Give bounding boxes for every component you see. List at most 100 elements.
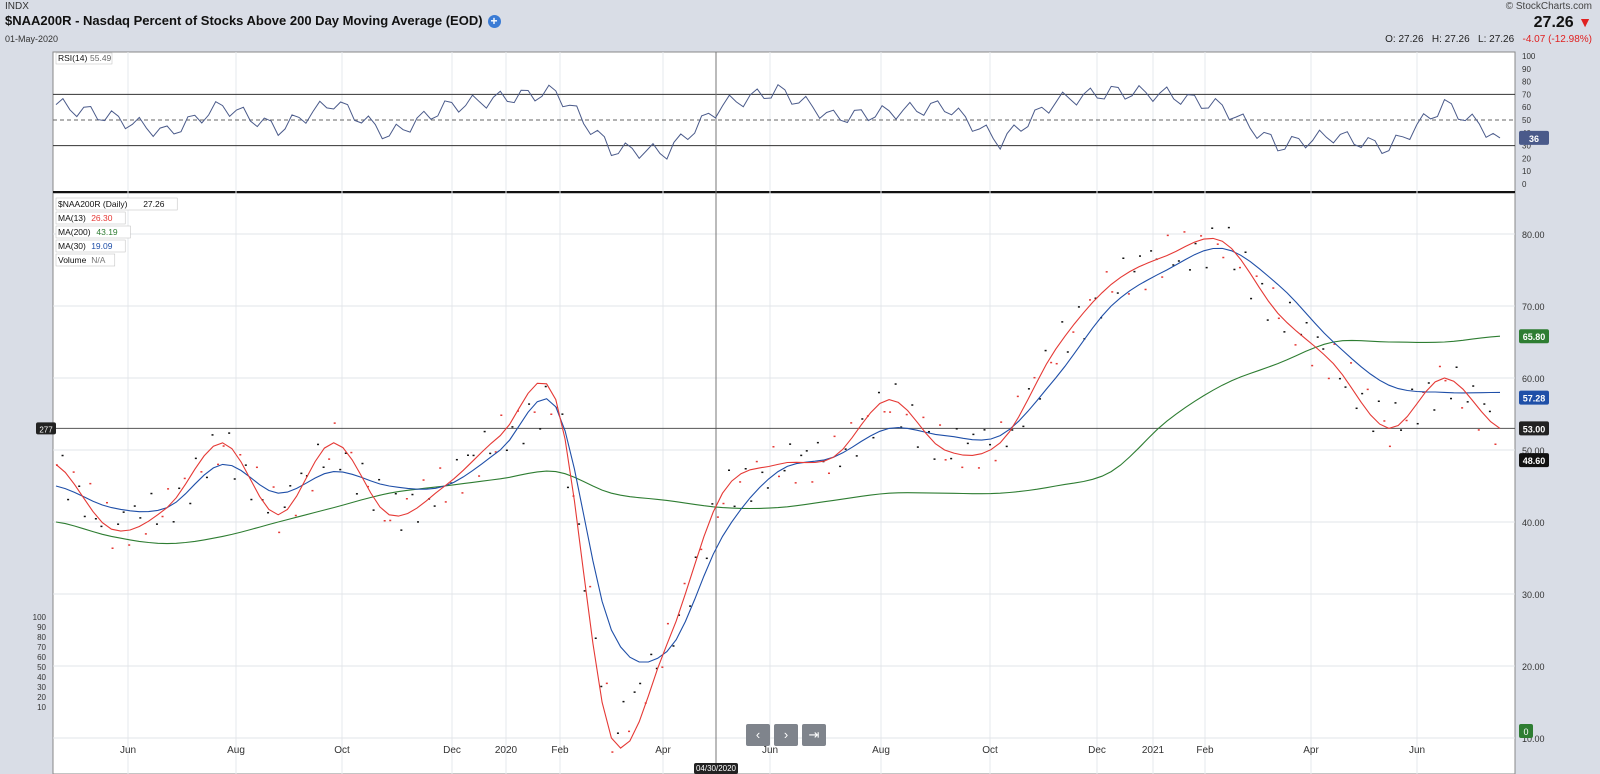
price-point bbox=[678, 614, 681, 616]
price-point bbox=[67, 498, 70, 501]
price-point bbox=[172, 521, 175, 523]
price-point bbox=[272, 486, 275, 488]
price-point bbox=[394, 492, 397, 495]
last-price-value: 27.26 bbox=[1533, 14, 1574, 31]
price-point bbox=[683, 582, 686, 585]
price-point bbox=[1388, 445, 1391, 448]
price-point bbox=[711, 503, 714, 505]
chart-date: 01-May-2020 bbox=[5, 34, 59, 44]
price-point bbox=[294, 514, 297, 517]
price-point bbox=[100, 525, 103, 528]
x-axis-label: Jun bbox=[1409, 745, 1425, 756]
price-point bbox=[877, 391, 880, 394]
price-point bbox=[255, 466, 258, 469]
price-point bbox=[222, 445, 225, 447]
price-point bbox=[611, 751, 614, 753]
price-legend-box bbox=[55, 253, 116, 267]
price-point bbox=[1455, 366, 1458, 368]
price-point bbox=[444, 501, 447, 503]
price-point bbox=[328, 458, 331, 460]
price-point bbox=[583, 590, 586, 592]
volume-axis-tick: 70 bbox=[37, 643, 46, 652]
scroll-right-button[interactable]: › bbox=[774, 724, 798, 746]
volume-badge-bg bbox=[1519, 724, 1533, 738]
price-point bbox=[350, 451, 353, 454]
scroll-end-button[interactable]: ⇥ bbox=[802, 724, 826, 746]
price-point bbox=[1255, 275, 1258, 277]
price-axis-tick: 60.00 bbox=[1522, 374, 1545, 384]
scroll-left-button[interactable]: ‹ bbox=[746, 724, 770, 746]
price-point bbox=[1183, 231, 1186, 233]
rsi-axis-tick: 50 bbox=[1522, 116, 1531, 125]
price-point bbox=[1033, 376, 1036, 379]
price-point bbox=[961, 466, 964, 469]
price-point bbox=[1077, 306, 1080, 308]
rsi-axis-tick: 90 bbox=[1522, 65, 1531, 74]
price-point bbox=[167, 488, 170, 490]
price-point bbox=[1011, 429, 1014, 431]
rsi-axis-tick: 20 bbox=[1522, 154, 1531, 163]
price-point bbox=[1333, 343, 1336, 345]
price-point bbox=[1177, 260, 1180, 262]
price-point bbox=[689, 605, 692, 607]
price-point bbox=[155, 523, 158, 525]
price-point bbox=[1372, 430, 1375, 433]
crosshair-date-bg bbox=[694, 763, 738, 774]
price-point bbox=[1411, 388, 1414, 391]
price-point bbox=[1272, 287, 1275, 289]
x-axis-label: 2021 bbox=[1142, 745, 1165, 756]
price-point bbox=[466, 454, 469, 456]
x-axis-label: Aug bbox=[872, 745, 890, 756]
price-point bbox=[400, 529, 403, 531]
price-legend-value: 43.19 bbox=[96, 227, 118, 237]
crosshair-badge: 53.00 bbox=[1523, 424, 1546, 434]
price-point bbox=[1344, 386, 1347, 388]
price-point bbox=[1200, 235, 1203, 237]
price-point bbox=[389, 519, 392, 522]
price-point bbox=[217, 463, 220, 466]
volume-axis-tick: 20 bbox=[37, 693, 46, 702]
price-point bbox=[1416, 422, 1419, 425]
price-point bbox=[977, 467, 980, 469]
price-point bbox=[339, 468, 342, 471]
volume-axis-tick: 60 bbox=[37, 653, 46, 662]
price-point bbox=[111, 547, 114, 549]
price-point bbox=[94, 518, 97, 520]
price-point bbox=[1361, 392, 1364, 395]
price-point bbox=[1338, 377, 1341, 380]
price-point bbox=[750, 500, 753, 502]
price-point bbox=[1433, 409, 1436, 411]
price-point bbox=[1283, 331, 1286, 333]
rsi-badge: 36 bbox=[1529, 134, 1539, 144]
price-point bbox=[555, 406, 558, 409]
chart-header: INDX $NAA200R - Nasdaq Percent of Stocks… bbox=[0, 0, 1600, 48]
price-point bbox=[1039, 398, 1042, 400]
price-point bbox=[1022, 425, 1025, 428]
x-axis-label: Feb bbox=[1196, 745, 1214, 756]
volume-badge: 0 bbox=[1523, 727, 1528, 737]
add-plus-icon[interactable]: + bbox=[487, 15, 501, 29]
price-point bbox=[1472, 385, 1475, 387]
price-axis-tick: 10.00 bbox=[1522, 734, 1545, 744]
price-point bbox=[1316, 336, 1319, 338]
price-point bbox=[133, 505, 136, 507]
price-point bbox=[1327, 377, 1330, 380]
price-point bbox=[766, 487, 769, 489]
price-point bbox=[1172, 264, 1175, 266]
price-point bbox=[1050, 361, 1053, 364]
crosshair-badge-bg bbox=[1519, 421, 1549, 436]
price-point bbox=[916, 446, 919, 448]
price-point bbox=[650, 653, 653, 656]
price-point bbox=[616, 732, 619, 734]
price-point bbox=[1216, 243, 1219, 245]
price-point bbox=[489, 452, 492, 455]
price-point bbox=[794, 482, 797, 484]
price-point bbox=[1227, 226, 1230, 229]
chart-area[interactable]: Jun Aug Oct Dec 2020 Feb Apr Jun Aug Oct Dec 2021 Fe… bbox=[0, 48, 1600, 774]
price-point bbox=[1072, 331, 1075, 333]
price-point bbox=[1161, 276, 1164, 278]
price-point bbox=[1383, 420, 1386, 422]
price-point bbox=[655, 667, 658, 670]
price-point bbox=[1483, 403, 1486, 405]
price-axis-tick: 50.00 bbox=[1522, 446, 1545, 456]
